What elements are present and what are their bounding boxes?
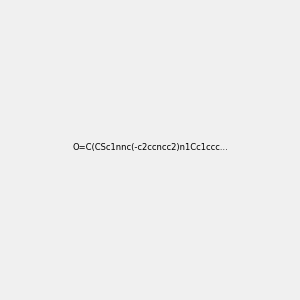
Text: O=C(CSc1nnc(-c2ccncc2)n1Cc1ccc...: O=C(CSc1nnc(-c2ccncc2)n1Cc1ccc... <box>72 143 228 152</box>
